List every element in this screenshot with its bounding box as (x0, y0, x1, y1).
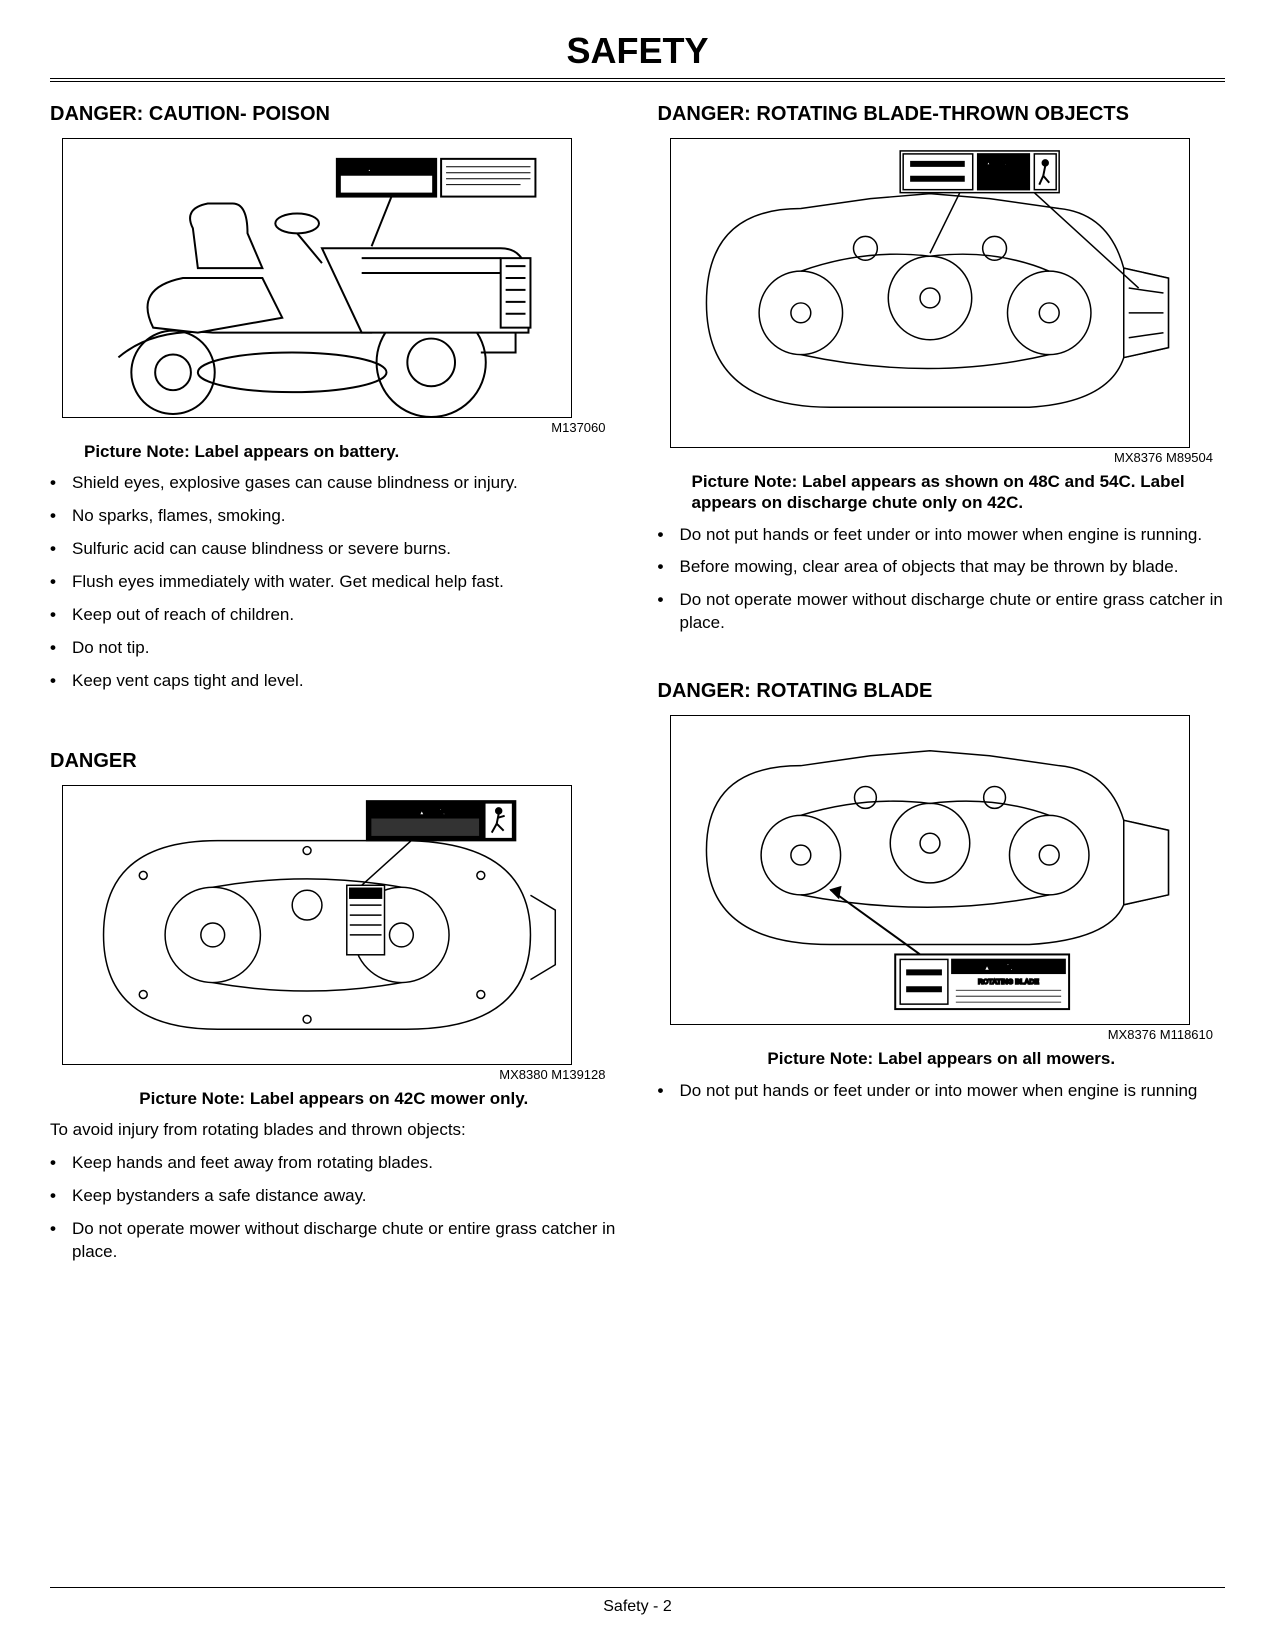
svg-text:ROTATING BLADE: ROTATING BLADE (977, 980, 1038, 987)
deck-rotating-illustration: ▲DANGER ROTATING BLADE (671, 716, 1189, 1024)
list-item: No sparks, flames, smoking. (50, 505, 618, 528)
footer-rule (50, 1587, 1225, 1588)
bullet-list-rotating: Do not put hands or feet under or into m… (658, 1080, 1226, 1103)
list-item: Do not tip. (50, 637, 618, 660)
svg-text:▲DANGER: ▲DANGER (365, 165, 408, 174)
svg-text:▲DANGER: ▲DANGER (417, 807, 465, 817)
tractor-illustration: ▲DANGER (63, 139, 571, 417)
content-columns: DANGER: CAUTION- POISON (50, 96, 1225, 1274)
list-item: Keep vent caps tight and level. (50, 670, 618, 693)
picture-note-4: Picture Note: Label appears on all mower… (658, 1048, 1226, 1069)
list-item: Keep hands and feet away from rotating b… (50, 1152, 618, 1175)
list-item: Do not put hands or feet under or into m… (658, 524, 1226, 547)
section-heading-rotating: DANGER: ROTATING BLADE (658, 679, 1226, 703)
picture-note-1: Picture Note: Label appears on battery. (84, 441, 618, 462)
section-heading-thrown: DANGER: ROTATING BLADE-THROWN OBJECTS (658, 102, 1226, 126)
figure-tractor: ▲DANGER (62, 138, 572, 418)
list-item: Keep out of reach of children. (50, 604, 618, 627)
figure-deck-42c: ▲DANGER (62, 785, 572, 1065)
list-item: Shield eyes, explosive gases can cause b… (50, 472, 618, 495)
bullet-list-danger: Keep hands and feet away from rotating b… (50, 1152, 618, 1264)
page-title: SAFETY (50, 30, 1225, 82)
section-heading-poison: DANGER: CAUTION- POISON (50, 102, 618, 126)
page-footer: Safety - 2 (0, 1598, 1275, 1616)
left-column: DANGER: CAUTION- POISON (50, 96, 618, 1274)
svg-text:▲DANGER: ▲DANGER (985, 160, 1022, 167)
bullet-list-poison: Shield eyes, explosive gases can cause b… (50, 472, 618, 693)
deck-48c-illustration: ▲DANGER (671, 139, 1189, 447)
picture-note-2: Picture Note: Label appears on 42C mower… (50, 1088, 618, 1109)
bullet-list-thrown: Do not put hands or feet under or into m… (658, 524, 1226, 636)
right-column: DANGER: ROTATING BLADE-THROWN OBJECTS (658, 96, 1226, 1274)
figure-deck-48c: ▲DANGER (670, 138, 1190, 448)
list-item: Sulfuric acid can cause blindness or sev… (50, 538, 618, 561)
figure-deck-rotating: ▲DANGER ROTATING BLADE (670, 715, 1190, 1025)
svg-text:▲DANGER: ▲DANGER (982, 963, 1035, 974)
section-heading-danger: DANGER (50, 749, 618, 773)
list-item: Before mowing, clear area of objects tha… (658, 556, 1226, 579)
list-item: Do not operate mower without discharge c… (658, 589, 1226, 635)
list-item: Do not operate mower without discharge c… (50, 1218, 618, 1264)
figure-id-2: MX8380 M139128 (50, 1067, 606, 1082)
figure-id-4: MX8376 M118610 (658, 1027, 1214, 1042)
deck-42c-illustration: ▲DANGER (63, 786, 571, 1064)
list-item: Do not put hands or feet under or into m… (658, 1080, 1226, 1103)
intro-text: To avoid injury from rotating blades and… (50, 1119, 618, 1142)
figure-id-1: M137060 (50, 420, 606, 435)
list-item: Keep bystanders a safe distance away. (50, 1185, 618, 1208)
list-item: Flush eyes immediately with water. Get m… (50, 571, 618, 594)
figure-id-3: MX8376 M89504 (658, 450, 1214, 465)
picture-note-3: Picture Note: Label appears as shown on … (692, 471, 1226, 514)
